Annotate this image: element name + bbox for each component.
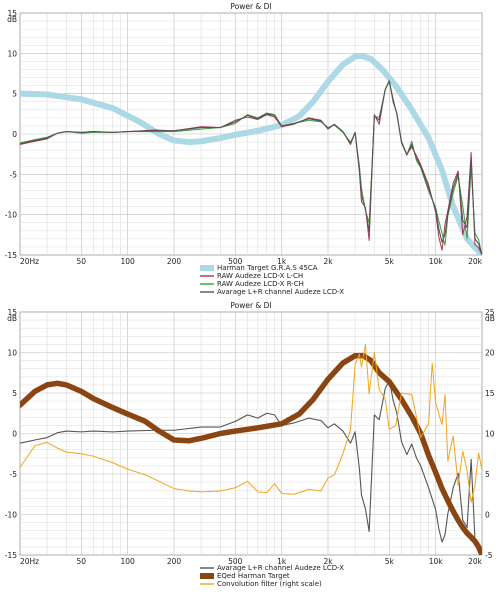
x-tick-label: 20k — [468, 257, 483, 266]
x-tick-label: 200 — [167, 557, 182, 566]
y-grid — [20, 319, 482, 548]
y-tick-label: -5 — [10, 470, 18, 479]
x-tick-label: 50 — [77, 557, 87, 566]
y-tick-label: -15 — [5, 251, 17, 260]
x-tick-label: 20Hz — [20, 257, 39, 266]
series-line — [20, 80, 482, 255]
x-tick-label: 1k — [277, 557, 287, 566]
legend-entry: Convolution filter (right scale) — [217, 580, 322, 588]
chart-title: Power & DI — [230, 2, 271, 11]
series-group — [20, 52, 482, 255]
x-tick-label: 5k — [385, 557, 395, 566]
x-tick-label: 500 — [228, 257, 243, 266]
legend-swatch — [200, 573, 214, 579]
x-tick-label: 5k — [385, 257, 395, 266]
x-tick-label: 100 — [120, 257, 135, 266]
y-right-tick-label: -5 — [485, 551, 493, 560]
y-tick-label: 0 — [12, 430, 17, 439]
y-tick-label: -5 — [10, 170, 18, 179]
y-unit-label: dB — [7, 314, 17, 323]
x-tick-label: 50 — [77, 257, 87, 266]
y-right-tick-label: 25 — [485, 308, 495, 317]
y-unit-label: dB — [7, 15, 17, 24]
legend-entry: RAW Audeze LCD-X L-CH — [217, 272, 303, 280]
x-tick-label: 500 — [228, 557, 243, 566]
series-line — [20, 52, 482, 255]
x-tick-label: 20Hz — [20, 557, 39, 566]
y-tick-label: -10 — [5, 211, 17, 220]
y-tick-label: 5 — [12, 389, 17, 398]
y-tick-label: -10 — [5, 511, 17, 520]
legend-swatch — [200, 265, 214, 271]
legend-entry: EQed Harman Target — [217, 572, 290, 580]
x-tick-label: 2k — [323, 557, 333, 566]
legend-entry: Avarage L+R channel Audeze LCD-X — [217, 288, 344, 296]
y-tick-label: 0 — [12, 130, 17, 139]
y-right-tick-label: 10 — [485, 430, 495, 439]
series-group — [20, 343, 482, 555]
x-tick-label: 20k — [468, 557, 483, 566]
y-tick-label: -15 — [5, 551, 17, 560]
y-tick-label: 10 — [7, 49, 17, 58]
y-right-tick-label: 0 — [485, 511, 490, 520]
y-right-tick-label: 20 — [485, 349, 495, 358]
x-tick-label: 100 — [120, 557, 135, 566]
y-tick-label: 15 — [7, 9, 17, 18]
y-tick-label: 15 — [7, 308, 17, 317]
y-tick-label: 5 — [12, 90, 17, 99]
x-tick-label: 1k — [277, 257, 287, 266]
legend-entry: RAW Audeze LCD-X R-CH — [217, 280, 304, 288]
y-right-tick-label: 5 — [485, 470, 490, 479]
x-tick-label: 200 — [167, 257, 182, 266]
y-right-tick-label: 15 — [485, 389, 495, 398]
x-tick-label: 2k — [323, 257, 333, 266]
legend-entry: Harman Target G.R.A.S 45CA — [217, 264, 318, 272]
chart-title: Power & DI — [230, 301, 271, 310]
legend-entry: Avarage L+R channel Audeze LCD-X — [217, 564, 344, 572]
x-tick-label: 10k — [429, 557, 444, 566]
x-tick-label: 10k — [429, 257, 444, 266]
y-right-unit-label: dB — [485, 314, 495, 323]
series-line — [20, 352, 482, 555]
series-line — [20, 343, 482, 503]
y-tick-label: 10 — [7, 349, 17, 358]
